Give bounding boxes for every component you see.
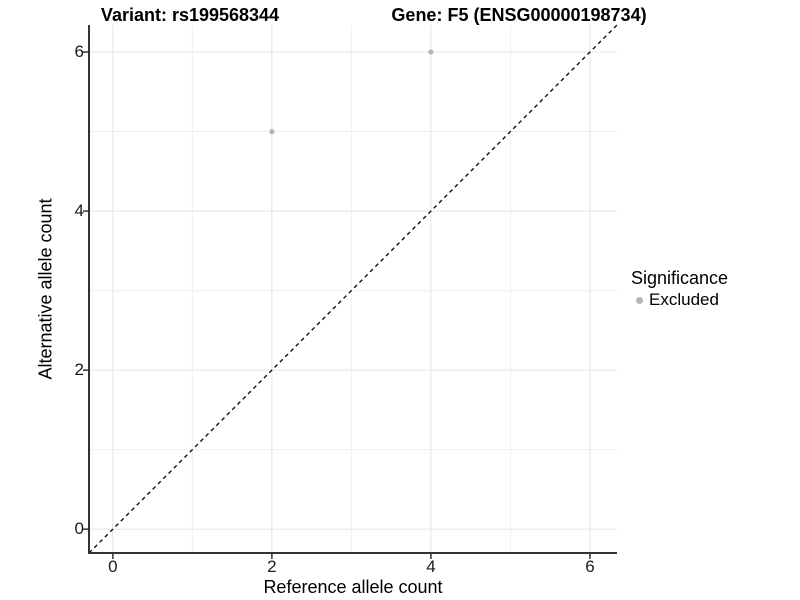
y-tick-label: 0 — [74, 519, 84, 539]
data-point — [269, 128, 275, 135]
x-tick-label: 4 — [426, 557, 436, 576]
legend-items: Excluded — [631, 290, 728, 310]
x-tick-label: 6 — [585, 557, 595, 576]
legend-item-label: Excluded — [649, 290, 719, 309]
legend: Significance Excluded — [631, 267, 728, 310]
x-tick-label: 0 — [108, 557, 118, 576]
plot-title-variant: Variant: rs199568344 — [100, 5, 280, 25]
y-axis-title: Alternative allele count — [35, 198, 56, 380]
y-tick-label: 2 — [74, 360, 84, 380]
x-tick-label: 2 — [267, 557, 277, 576]
y-tick-label: 6 — [74, 42, 84, 62]
legend-item: Excluded — [631, 290, 728, 310]
plot-title-gene: Gene: F5 (ENSG00000198734) — [391, 5, 647, 25]
x-axis-title: Reference allele count — [263, 577, 443, 597]
y-tick-label: 4 — [74, 201, 84, 221]
data-point — [428, 49, 434, 55]
legend-title: Significance — [631, 268, 729, 288]
legend-point-icon — [635, 296, 643, 304]
identity-dashed-line — [88, 24, 618, 554]
legend-key — [631, 292, 647, 308]
